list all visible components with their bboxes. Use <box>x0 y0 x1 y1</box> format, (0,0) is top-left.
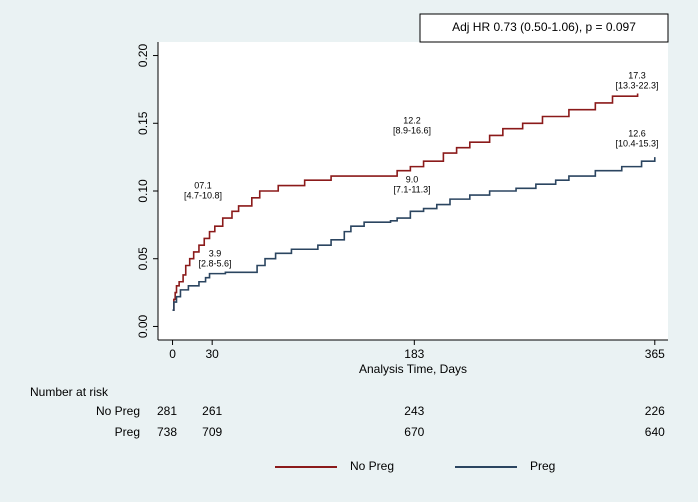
x-tick-label: 0 <box>169 347 176 361</box>
legend-label: Preg <box>530 459 555 473</box>
plot-area <box>158 42 668 340</box>
risk-value: 640 <box>645 425 665 439</box>
risk-value: 261 <box>202 404 222 418</box>
risk-value: 709 <box>202 425 222 439</box>
risk-value: 738 <box>157 425 177 439</box>
y-tick-label: 0.05 <box>136 247 150 271</box>
annotation: 3.9 <box>209 248 222 258</box>
y-tick-label: 0.00 <box>136 314 150 338</box>
annotation: 9.0 <box>406 174 419 184</box>
annotation: [10.4-15.3] <box>615 138 658 148</box>
annotation: 12.2 <box>403 115 421 125</box>
risk-value: 281 <box>157 404 177 418</box>
km-curve <box>172 157 656 311</box>
risk-row-label: Preg <box>115 425 140 439</box>
annotation: [8.9-16.6] <box>393 125 431 135</box>
annotation: 17.3 <box>628 70 646 80</box>
x-tick-label: 30 <box>205 347 219 361</box>
risk-value: 670 <box>404 425 424 439</box>
annotation: 07.1 <box>194 180 212 190</box>
annotation: [4.7-10.8] <box>184 190 222 200</box>
km-curve <box>172 93 639 311</box>
annotation: [7.1-11.3] <box>393 184 430 194</box>
y-tick-label: 0.15 <box>136 111 150 135</box>
x-tick-label: 183 <box>404 347 424 361</box>
risk-value: 226 <box>645 404 665 418</box>
x-axis-label: Analysis Time, Days <box>359 362 467 376</box>
hr-box <box>419 13 669 43</box>
risk-value: 243 <box>404 404 424 418</box>
hr-text: Adj HR 0.73 (0.50-1.06), p = 0.097 <box>452 20 636 34</box>
risk-row-label: No Preg <box>96 404 140 418</box>
annotation: [13.3-22.3] <box>615 80 658 90</box>
x-tick-label: 365 <box>645 347 665 361</box>
y-tick-label: 0.10 <box>136 179 150 203</box>
annotation: 12.6 <box>628 128 646 138</box>
y-tick-label: 0.20 <box>136 44 150 68</box>
legend-label: No Preg <box>350 459 394 473</box>
risk-title: Number at risk <box>30 385 109 399</box>
annotation: [2.8-5.6] <box>198 258 231 268</box>
